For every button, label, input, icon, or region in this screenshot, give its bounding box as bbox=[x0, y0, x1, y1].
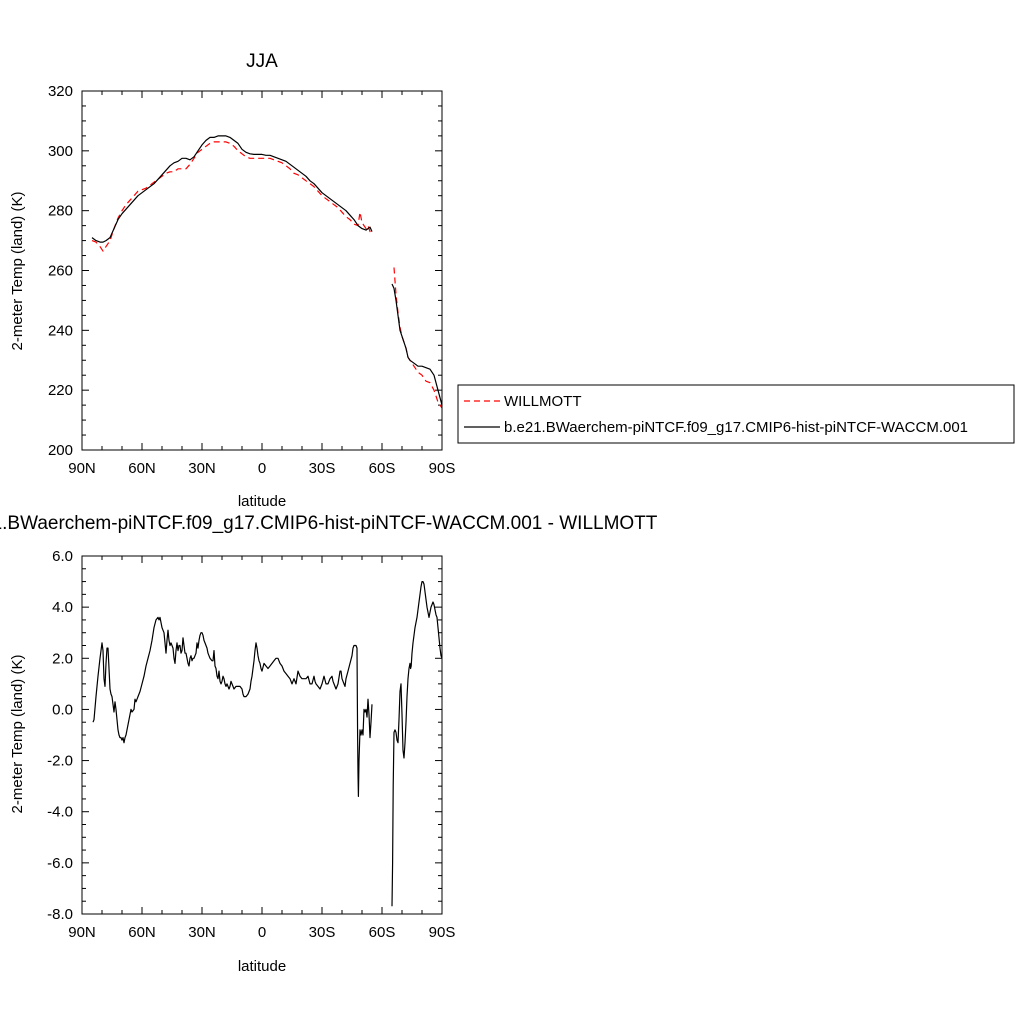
bottom-x-tick-label: 30N bbox=[188, 924, 216, 941]
bottom-plot-area: 90N 60N 30N 0 30S 60S 90S -8.0 -6.0 -4.0 -2.0 0.0 2.… bbox=[47, 548, 455, 941]
legend-label-model: b.e21.BWaerchem-piNTCF.f09_g17.CMIP6-his… bbox=[504, 419, 968, 436]
top-panel: JJA 90N 60N 30N 0 30S 60S 90S 200 220 240 260 280 30… bbox=[9, 51, 455, 510]
top-series-line-0 bbox=[91, 141, 373, 252]
top-plot-frame bbox=[81, 90, 443, 451]
legend-box bbox=[457, 384, 1015, 444]
bottom-y-tick-label: 4.0 bbox=[52, 599, 73, 616]
top-series-line-1 bbox=[391, 283, 442, 406]
bottom-x-tick-label: 60N bbox=[128, 924, 156, 941]
top-y-tick-label: 200 bbox=[48, 442, 73, 459]
legend-label-willmott: WILLMOTT bbox=[504, 393, 582, 410]
bottom-y-tick-label: 0.0 bbox=[52, 701, 73, 718]
top-y-tick-label: 260 bbox=[48, 263, 73, 280]
bottom-x-tick-label: 30S bbox=[309, 924, 336, 941]
bottom-panel: b.e21.BWaerchem-piNTCF.f09_g17.CMIP6-his… bbox=[0, 513, 658, 975]
legend: WILLMOTT b.e21.BWaerchem-piNTCF.f09_g17.… bbox=[457, 384, 1015, 444]
top-x-tick-label: 60S bbox=[369, 460, 396, 477]
top-x-tick-label: 90N bbox=[68, 460, 96, 477]
top-y-tick-label: 240 bbox=[48, 322, 73, 339]
bottom-y-tick-label: 2.0 bbox=[52, 650, 73, 667]
top-x-tick-label: 60N bbox=[128, 460, 156, 477]
top-x-tick-label: 30S bbox=[309, 460, 336, 477]
top-x-tick-label: 30N bbox=[188, 460, 216, 477]
top-y-axis-label: 2-meter Temp (land) (K) bbox=[9, 192, 26, 351]
top-series-line-0 bbox=[393, 267, 442, 409]
top-x-tick-label: 90S bbox=[429, 460, 456, 477]
top-x-tick-label: 0 bbox=[258, 460, 266, 477]
top-y-tick-label: 280 bbox=[48, 203, 73, 220]
bottom-series-line-0 bbox=[391, 581, 442, 907]
bottom-y-tick-label: -8.0 bbox=[47, 906, 73, 923]
top-x-axis-label: latitude bbox=[238, 493, 286, 510]
bottom-y-tick-label: -6.0 bbox=[47, 855, 73, 872]
top-y-tick-label: 300 bbox=[48, 143, 73, 160]
top-y-tick-label: 320 bbox=[48, 83, 73, 100]
bottom-y-tick-label: -4.0 bbox=[47, 804, 73, 821]
bottom-chart-title: b.e21.BWaerchem-piNTCF.f09_g17.CMIP6-his… bbox=[0, 513, 658, 534]
bottom-y-tick-label: -2.0 bbox=[47, 753, 73, 770]
top-chart-title: JJA bbox=[246, 51, 278, 72]
bottom-y-tick-label: 6.0 bbox=[52, 548, 73, 565]
bottom-series-line-0 bbox=[92, 616, 373, 797]
bottom-x-tick-label: 90N bbox=[68, 924, 96, 941]
bottom-y-axis-label: 2-meter Temp (land) (K) bbox=[9, 655, 26, 814]
bottom-plot-frame bbox=[81, 555, 443, 915]
top-plot-area: 90N 60N 30N 0 30S 60S 90S 200 220 240 260 280 300 320 bbox=[48, 83, 455, 477]
top-y-tick-label: 220 bbox=[48, 382, 73, 399]
bottom-x-tick-label: 60S bbox=[369, 924, 396, 941]
bottom-x-axis-label: latitude bbox=[238, 958, 286, 975]
bottom-x-tick-label: 0 bbox=[258, 924, 266, 941]
bottom-x-tick-label: 90S bbox=[429, 924, 456, 941]
top-series-line-1 bbox=[91, 135, 373, 243]
